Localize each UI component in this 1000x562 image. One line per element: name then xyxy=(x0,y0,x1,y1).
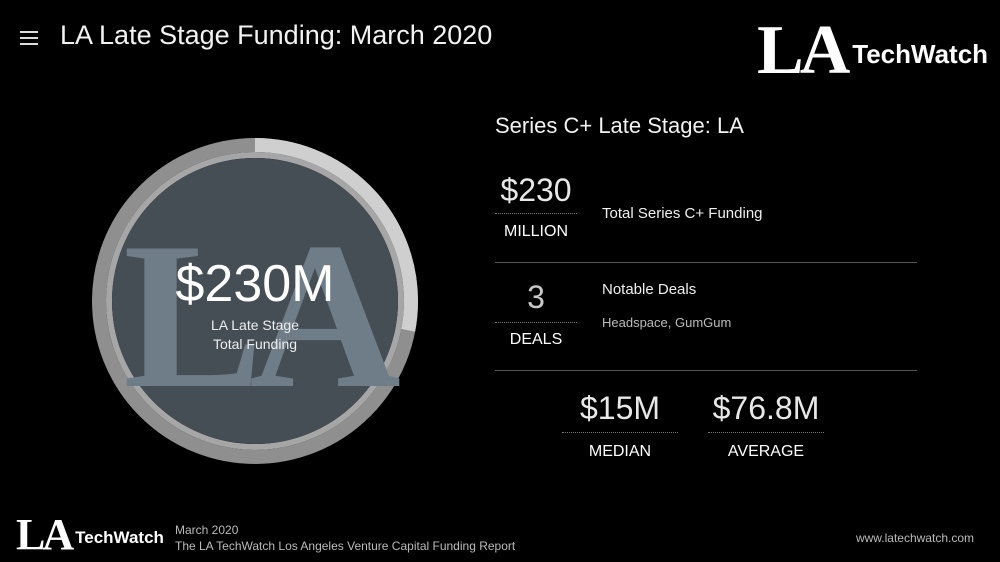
page-title: LA Late Stage Funding: March 2020 xyxy=(60,20,493,50)
divider xyxy=(495,370,917,371)
donut-center xyxy=(112,158,398,444)
average-value: $76.8M xyxy=(712,390,820,426)
footer-report-title: The LA TechWatch Los Angeles Venture Cap… xyxy=(175,539,516,553)
deals-count-value: 3 xyxy=(527,279,545,315)
divider-dotted xyxy=(708,432,824,433)
median-value: $15M xyxy=(579,390,661,426)
footer-date: March 2020 xyxy=(175,523,239,537)
funding-donut-chart: LA $230M LA Late Stage Total Funding xyxy=(92,138,418,464)
logo-la-mark: LA xyxy=(757,12,850,89)
notable-deals-list: Headspace, GumGum xyxy=(602,315,732,330)
donut-total-value: $230M xyxy=(175,255,335,313)
la-techwatch-logo: LA TechWatch xyxy=(757,12,989,89)
deals-unit: DEALS xyxy=(509,331,563,348)
donut-caption-line2: Total Funding xyxy=(212,336,298,352)
divider-dotted xyxy=(495,213,577,214)
median-label: MEDIAN xyxy=(588,443,652,460)
footer-logo-techwatch-text: TechWatch xyxy=(75,528,164,547)
total-funding-unit: MILLION xyxy=(503,223,568,240)
total-funding-value: $230 xyxy=(500,172,572,208)
divider xyxy=(495,262,917,263)
divider-dotted xyxy=(562,432,678,433)
average-label: AVERAGE xyxy=(727,443,805,460)
footer-website-link[interactable]: www.latechwatch.com xyxy=(855,531,974,545)
footer-logo: LA TechWatch xyxy=(16,510,164,559)
total-funding-label: Total Series C+ Funding xyxy=(602,205,763,222)
donut-caption-line1: LA Late Stage xyxy=(211,317,299,333)
footer-logo-la-mark: LA xyxy=(16,510,74,559)
notable-deals-label: Notable Deals xyxy=(602,281,697,298)
hamburger-menu-icon[interactable] xyxy=(20,31,38,46)
donut-ring-progress xyxy=(92,138,418,464)
la-watermark: LA xyxy=(123,200,400,432)
section-title: Series C+ Late Stage: LA xyxy=(495,113,744,138)
donut-inner-border xyxy=(106,152,404,450)
logo-techwatch-text: TechWatch xyxy=(852,39,989,69)
donut-graphic: LA xyxy=(92,138,418,464)
divider-dotted xyxy=(495,322,577,323)
